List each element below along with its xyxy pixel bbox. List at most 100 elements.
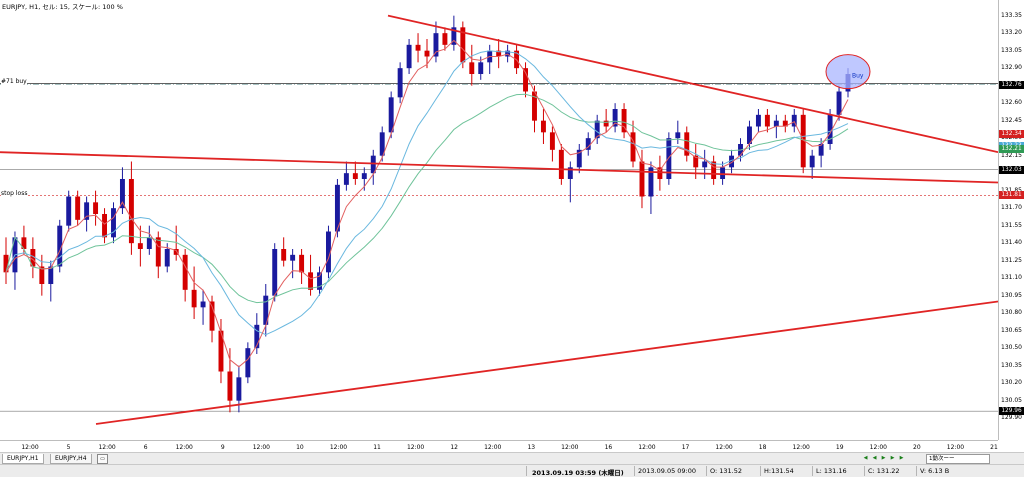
candle-body xyxy=(532,91,537,121)
candle-body xyxy=(406,44,412,69)
candle-body xyxy=(791,114,797,127)
candle-body xyxy=(594,120,600,139)
time-tick: 10 xyxy=(296,444,304,451)
candle-body xyxy=(128,179,134,244)
time-tick: 13 xyxy=(527,444,536,451)
price-tick: 130.35 xyxy=(1001,361,1022,369)
time-tick: 12:00 xyxy=(869,444,887,451)
candle-body xyxy=(66,196,72,226)
candle-body xyxy=(48,266,54,284)
status-volume: V: 6.13 B xyxy=(920,467,950,475)
candle-body xyxy=(782,120,788,127)
candle-body xyxy=(272,249,278,296)
ma-slow-line xyxy=(5,93,849,304)
time-axis[interactable]: 12:00 5 12:00 6 12:00 9 12:00 10 12:00 11 12:00 12 1… xyxy=(0,440,998,455)
candle-body xyxy=(200,301,206,308)
candle-body xyxy=(281,249,287,261)
price-tick: 131.70 xyxy=(1001,204,1022,212)
price-tick: 133.20 xyxy=(1001,29,1022,37)
candle-body xyxy=(164,249,170,267)
candle-body xyxy=(451,27,457,45)
status-datetime: 2013.09.19 03:59 (木曜日) xyxy=(532,469,624,477)
price-tick: 132.90 xyxy=(1001,64,1022,72)
time-tick: 18 xyxy=(758,444,767,451)
status-high: H:131.54 xyxy=(764,467,794,475)
candle-body xyxy=(75,196,81,220)
candle-body xyxy=(433,33,439,57)
scroll-right-icon[interactable]: ▶ xyxy=(881,455,886,461)
candle-body xyxy=(370,155,376,174)
candle-body xyxy=(245,348,251,378)
candle-body xyxy=(675,132,681,139)
candle-body xyxy=(299,254,305,273)
tab-eurjpy-h4[interactable]: EURJPY,H4 xyxy=(50,454,92,464)
time-tick: 21 xyxy=(990,444,998,451)
tab-eurjpy-h1[interactable]: EURJPY,H1 xyxy=(2,454,44,464)
scroll-left-icon[interactable]: ◀ xyxy=(863,455,868,461)
lower-trendline xyxy=(0,151,998,184)
status-bar-time: 2013.09.05 09:00 xyxy=(638,467,697,475)
candle-body xyxy=(540,120,546,133)
scroll-end-icon[interactable]: ▶ xyxy=(899,455,904,461)
candle-body xyxy=(182,254,188,290)
candle-body xyxy=(809,155,815,168)
candle-body xyxy=(603,120,609,127)
time-tick: 12:00 xyxy=(21,444,39,451)
candle-body xyxy=(209,301,215,331)
candle-body xyxy=(800,114,806,168)
candle-body xyxy=(3,254,9,273)
candle-body xyxy=(558,149,564,179)
candle-body xyxy=(764,114,770,127)
price-tick: 130.65 xyxy=(1001,326,1022,334)
price-tick: 131.10 xyxy=(1001,274,1022,282)
candle-body xyxy=(57,225,63,267)
time-tick: 12:00 xyxy=(946,444,965,451)
scroll-left-alt-icon[interactable]: ◀ xyxy=(872,455,877,461)
candle-body xyxy=(290,254,296,261)
timeframe-combo[interactable]: 1動次ーー xyxy=(926,454,990,464)
candle-body xyxy=(496,50,502,57)
candle-body xyxy=(102,214,107,238)
price-tick: 131.40 xyxy=(1001,239,1022,247)
status-close: C: 131.22 xyxy=(868,467,900,475)
price-tick: 130.50 xyxy=(1001,344,1022,352)
status-open: O: 131.52 xyxy=(710,467,743,475)
time-tick: 12:00 xyxy=(792,444,810,451)
buy-highlight-ellipse xyxy=(825,54,871,90)
candle-body xyxy=(612,109,618,127)
candle-body xyxy=(119,179,125,209)
time-tick: 17 xyxy=(681,444,690,451)
candle-body xyxy=(397,68,403,98)
price-badge-last: 132.76 xyxy=(999,80,1024,89)
candle-body xyxy=(827,114,833,144)
candle-body xyxy=(361,173,367,179)
price-tick: 130.80 xyxy=(1001,309,1022,317)
time-tick: 12:00 xyxy=(175,444,193,451)
price-tick: 132.15 xyxy=(1001,151,1022,159)
price-tick: 129.90 xyxy=(1001,414,1022,422)
candle-body xyxy=(693,155,699,168)
time-tick: 9 xyxy=(220,444,225,451)
price-scale[interactable]: 133.35 133.20 133.05 132.90 132.76 132.60 132.… xyxy=(998,0,1024,440)
price-tick: 132.60 xyxy=(1001,99,1022,107)
candle-body xyxy=(379,132,385,156)
candle-body xyxy=(567,167,573,179)
time-tick: 11 xyxy=(373,444,381,451)
scroll-right-alt-icon[interactable]: ▶ xyxy=(890,455,895,461)
chart-area[interactable]: Buy EURJPY, H1, セル: 15, スケール: 100 % #71 … xyxy=(0,0,1024,440)
status-bar: 2013.09.19 03:59 (木曜日) 2013.09.05 09:00 … xyxy=(0,464,1024,477)
time-tick: 5 xyxy=(66,444,71,451)
time-tick: 12:00 xyxy=(406,444,425,451)
price-tick: 133.05 xyxy=(1001,46,1022,54)
ma-fast-line xyxy=(5,39,849,368)
restore-window-icon[interactable]: ▭ xyxy=(97,454,108,464)
candle-body xyxy=(720,167,726,179)
candle-body xyxy=(334,184,340,232)
candle-body xyxy=(747,126,752,144)
candle-body xyxy=(702,161,708,168)
candle-body xyxy=(137,243,143,249)
candle-body xyxy=(666,138,672,179)
time-tick: 12:00 xyxy=(484,444,502,451)
price-chart[interactable]: Buy xyxy=(0,0,998,440)
candle-body xyxy=(648,167,654,197)
